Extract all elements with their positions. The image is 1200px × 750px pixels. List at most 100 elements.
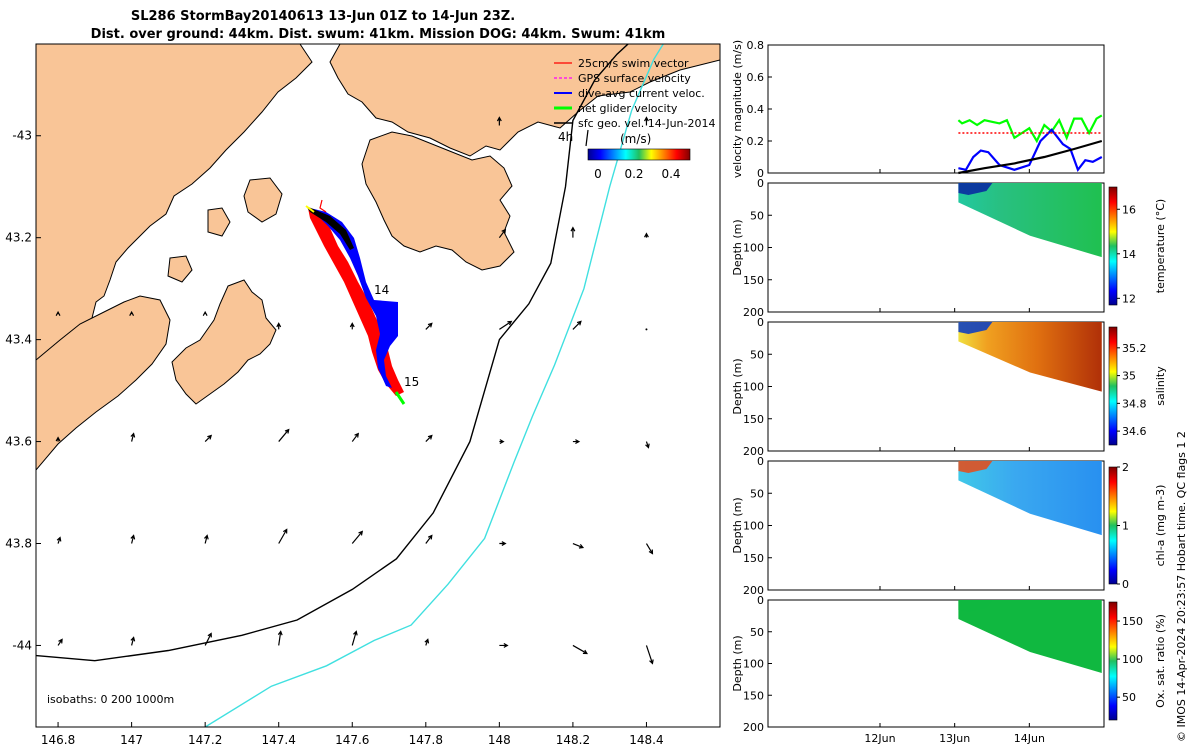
geo-arrow bbox=[425, 534, 433, 544]
geo-arrow bbox=[499, 643, 509, 648]
legend-label-dive: dive-avg current veloc. bbox=[578, 87, 705, 100]
colorbar-tick-label: 2 bbox=[1122, 461, 1129, 474]
colorbar-label: chl-a (mg m-3) bbox=[1154, 485, 1167, 567]
geo-arrow bbox=[644, 116, 649, 126]
section-surface-detail bbox=[958, 183, 993, 195]
map-ytick-label: 43.4 bbox=[5, 333, 32, 347]
legend-label-net: net glider velocity bbox=[578, 102, 678, 115]
velocity-line bbox=[958, 139, 1103, 175]
map-xtick-label: 147 bbox=[120, 733, 143, 747]
geo-arrow bbox=[130, 636, 136, 646]
geo-arrow bbox=[276, 322, 282, 330]
map-xtick-label: 147.6 bbox=[335, 733, 369, 747]
section-ytick-label: 0 bbox=[757, 594, 764, 607]
map-colorbar-tick: 0.4 bbox=[661, 167, 680, 181]
map-xtick-label: 147.8 bbox=[409, 733, 443, 747]
section-ytick-label: 50 bbox=[750, 626, 764, 639]
section-data bbox=[958, 183, 1102, 258]
colorbar-tick-label: 35.2 bbox=[1122, 342, 1147, 355]
net-glider-segment bbox=[394, 391, 406, 405]
map-xtick-label: 147.2 bbox=[188, 733, 222, 747]
geo-arrow bbox=[55, 310, 61, 316]
geo-arrow bbox=[645, 645, 654, 665]
section-ytick-label: 100 bbox=[743, 658, 764, 671]
section-surface-detail bbox=[958, 322, 993, 334]
geo-arrow bbox=[645, 441, 650, 449]
velocity-ytick-label: 0.8 bbox=[747, 39, 765, 52]
map-panel: 14 15 146.8 147 147.2 147.4 147.6 147.8 148 148… bbox=[5, 43, 721, 747]
section-ytick-label: 50 bbox=[750, 209, 764, 222]
section-ytick-label: 150 bbox=[743, 689, 764, 702]
legend-label-geo: sfc geo. vel. 14-Jun-2014 bbox=[578, 117, 715, 130]
geo-arrow bbox=[425, 322, 433, 330]
legend-label-gps: GPS surface velocity bbox=[578, 72, 691, 85]
velocity-ytick-label: 0.6 bbox=[747, 71, 765, 84]
section-panel: 0 50 100 150 200 Depth (m) 0 1 2 chl-a (mg m-3) bbox=[731, 455, 1167, 597]
map-xtick-label: 148.2 bbox=[556, 733, 590, 747]
geo-arrow bbox=[278, 428, 290, 442]
day-label-14: 14 bbox=[374, 283, 389, 297]
geo-arrow bbox=[498, 228, 507, 239]
geo-arrow bbox=[499, 320, 513, 330]
swim-vector-arrow bbox=[319, 199, 327, 237]
time-xtick-label: 12Jun bbox=[864, 732, 895, 745]
legend-item: GPS surface velocity bbox=[554, 72, 691, 85]
land-tasman-peninsula bbox=[361, 131, 515, 271]
section-data bbox=[958, 461, 1102, 536]
section-ytick-label: 50 bbox=[750, 487, 764, 500]
time-xtick-label: 13Jun bbox=[939, 732, 970, 745]
geo-arrow bbox=[349, 322, 355, 330]
section-ytick-label: 100 bbox=[743, 381, 764, 394]
time-xtick-label: 14Jun bbox=[1014, 732, 1045, 745]
geo-arrow bbox=[55, 436, 61, 442]
sfc-geo-arrows bbox=[55, 116, 654, 665]
colorbar-tick-label: 1 bbox=[1122, 520, 1129, 533]
section-surface-detail bbox=[958, 600, 993, 612]
section-ytick-label: 50 bbox=[750, 348, 764, 361]
section-ylabel: Depth (m) bbox=[731, 635, 744, 691]
colorbar-label: Ox. sat. ratio (%) bbox=[1154, 614, 1167, 708]
map-ytick-label: 43.2 bbox=[5, 231, 32, 245]
colorbar-tick-label: 12 bbox=[1122, 292, 1136, 305]
map-xtick-label: 147.4 bbox=[262, 733, 296, 747]
section-colorbar bbox=[1108, 186, 1118, 306]
dive-avg-ribbon bbox=[310, 208, 398, 388]
section-ytick-label: 100 bbox=[743, 520, 764, 533]
section-data bbox=[958, 322, 1102, 392]
section-ylabel: Depth (m) bbox=[731, 219, 744, 275]
colorbar-tick-label: 14 bbox=[1122, 248, 1136, 261]
section-ytick-label: 0 bbox=[757, 455, 764, 468]
geo-arrow bbox=[424, 638, 430, 646]
geo-arrow bbox=[278, 528, 288, 544]
velocity-series bbox=[957, 114, 1103, 175]
legend-item: sfc geo. vel. 14-Jun-2014 bbox=[554, 117, 715, 130]
land-islet bbox=[167, 255, 193, 283]
track-start-marker bbox=[305, 205, 315, 213]
figure-title-line2: Dist. over ground: 44km. Dist. swum: 41k… bbox=[91, 27, 666, 42]
sfc-geo-ribbon bbox=[306, 206, 354, 250]
geo-arrow bbox=[499, 541, 507, 546]
map-xtick-label: 146.8 bbox=[41, 733, 75, 747]
geo-arrow bbox=[572, 644, 588, 655]
legend-item: 25cm/s swim vector bbox=[554, 57, 689, 70]
colorbar-tick-label: 34.8 bbox=[1122, 397, 1147, 410]
map-xtick-label: 148 bbox=[488, 733, 511, 747]
colorbar-tick-label: 150 bbox=[1122, 615, 1143, 628]
land-bruny-island bbox=[171, 279, 277, 405]
geo-arrow bbox=[130, 432, 136, 442]
geo-arrow bbox=[496, 116, 502, 126]
section-ylabel: Depth (m) bbox=[731, 358, 744, 414]
colorbar-tick-label: 50 bbox=[1122, 691, 1136, 704]
geo-arrow bbox=[499, 439, 505, 445]
section-ytick-label: 150 bbox=[743, 552, 764, 565]
map-ytick-label: -44 bbox=[12, 638, 32, 652]
geo-arrow bbox=[130, 534, 136, 544]
land-islet bbox=[207, 207, 231, 237]
geo-arrow bbox=[572, 542, 585, 549]
section-panel: 0 50 100 150 200 Depth (m) 34.6 34.8 35 35.2 salin… bbox=[731, 316, 1167, 458]
geo-arrow bbox=[351, 432, 360, 442]
geo-arrow bbox=[204, 632, 212, 646]
